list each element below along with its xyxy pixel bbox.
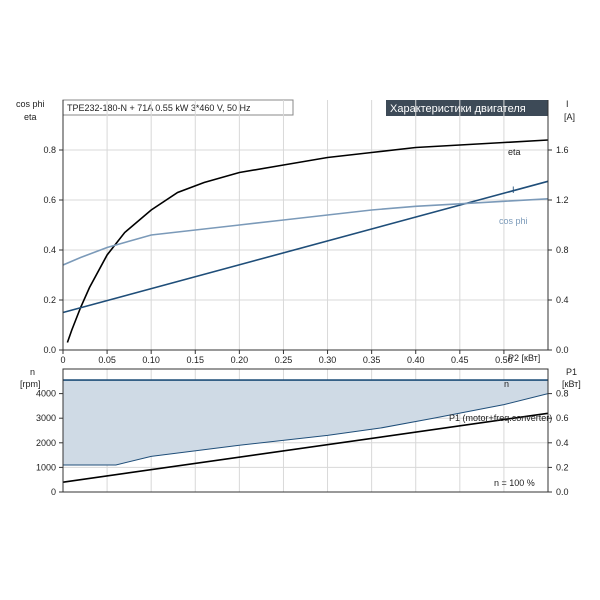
p1-tick-label: 0.6 — [556, 413, 569, 423]
current-curve — [62, 180, 549, 314]
cos-phi-curve — [62, 198, 549, 266]
x-axis-label: P2 [кВт] — [508, 353, 540, 363]
left-axis-title-line1: cos phi — [16, 99, 45, 109]
speed-tick-label: 0 — [51, 487, 56, 497]
left-y-tick-label: 0.2 — [43, 295, 56, 305]
p1-tick-label: 0.8 — [556, 389, 569, 399]
speed-axis-title-line1: n — [30, 367, 35, 377]
top-grid — [62, 100, 548, 351]
right-axis-title-line2: [A] — [564, 112, 575, 122]
left-y-tick-label: 0.4 — [43, 245, 56, 255]
speed-axis-title-line2: [rpm] — [20, 379, 41, 389]
p1-tick-label: 0.2 — [556, 462, 569, 472]
speed-range-area — [63, 380, 548, 465]
p1-series-label: P1 (motor+freq.converter) — [449, 413, 552, 423]
cos-phi-series-label: cos phi — [499, 216, 528, 226]
x-tick-label: 0.20 — [231, 355, 249, 365]
p1-tick-label: 0.4 — [556, 438, 569, 448]
x-tick-label: 0.50 — [495, 355, 513, 365]
speed-series-label: n — [504, 379, 509, 389]
bottom-frame — [62, 368, 549, 493]
right-axis-title-line1: I — [566, 99, 569, 109]
left-y-tick-label: 0.0 — [43, 345, 56, 355]
p1-axis-title-line2: [кВт] — [562, 379, 581, 389]
model-label: TPE232-180-N + 71A 0.55 kW 3*460 V, 50 H… — [67, 103, 251, 113]
speed-tick-label: 2000 — [36, 438, 56, 448]
right-y-tick-label: 0.4 — [556, 295, 569, 305]
speed-annotation: n = 100 % — [494, 478, 535, 488]
speed-min-line — [63, 393, 549, 466]
speed-tick-label: 1000 — [36, 462, 56, 472]
eta-curve — [66, 139, 549, 343]
chart-title: Характеристики двигателя — [390, 103, 526, 115]
p1-tick-label: 0.0 — [556, 487, 569, 497]
speed-tick-label: 4000 — [36, 389, 56, 399]
top-axes: 0 0.05 0.10 0.15 0.20 0.25 0.30 0.35 0.40 0.45 0.5… — [43, 100, 569, 365]
x-tick-label: 0.05 — [98, 355, 116, 365]
x-tick-label: 0 — [60, 355, 65, 365]
speed-range-fill — [63, 380, 548, 465]
x-tick-label: 0.45 — [451, 355, 469, 365]
current-series-label: I — [512, 185, 515, 195]
right-y-tick-label: 0.8 — [556, 245, 569, 255]
right-y-tick-label: 0.0 — [556, 345, 569, 355]
x-tick-label: 0.10 — [142, 355, 160, 365]
x-tick-label: 0.15 — [187, 355, 205, 365]
left-axis-title-line2: eta — [24, 112, 37, 122]
top-series — [62, 139, 549, 343]
eta-series-label: eta — [508, 147, 521, 157]
title-box — [386, 100, 548, 116]
p1-axis-title-line1: P1 — [566, 367, 577, 377]
left-y-tick-label: 0.8 — [43, 145, 56, 155]
left-y-tick-label: 0.6 — [43, 195, 56, 205]
right-y-tick-label: 1.6 — [556, 145, 569, 155]
x-tick-label: 0.25 — [275, 355, 293, 365]
x-tick-label: 0.30 — [319, 355, 337, 365]
p1-curve — [62, 412, 549, 483]
x-tick-label: 0.35 — [363, 355, 381, 365]
right-y-tick-label: 1.2 — [556, 195, 569, 205]
x-tick-label: 0.40 — [407, 355, 425, 365]
speed-tick-label: 3000 — [36, 413, 56, 423]
bottom-axes: 0 1000 2000 3000 4000 0.0 0.2 0.4 0.6 0.8 — [36, 368, 569, 497]
